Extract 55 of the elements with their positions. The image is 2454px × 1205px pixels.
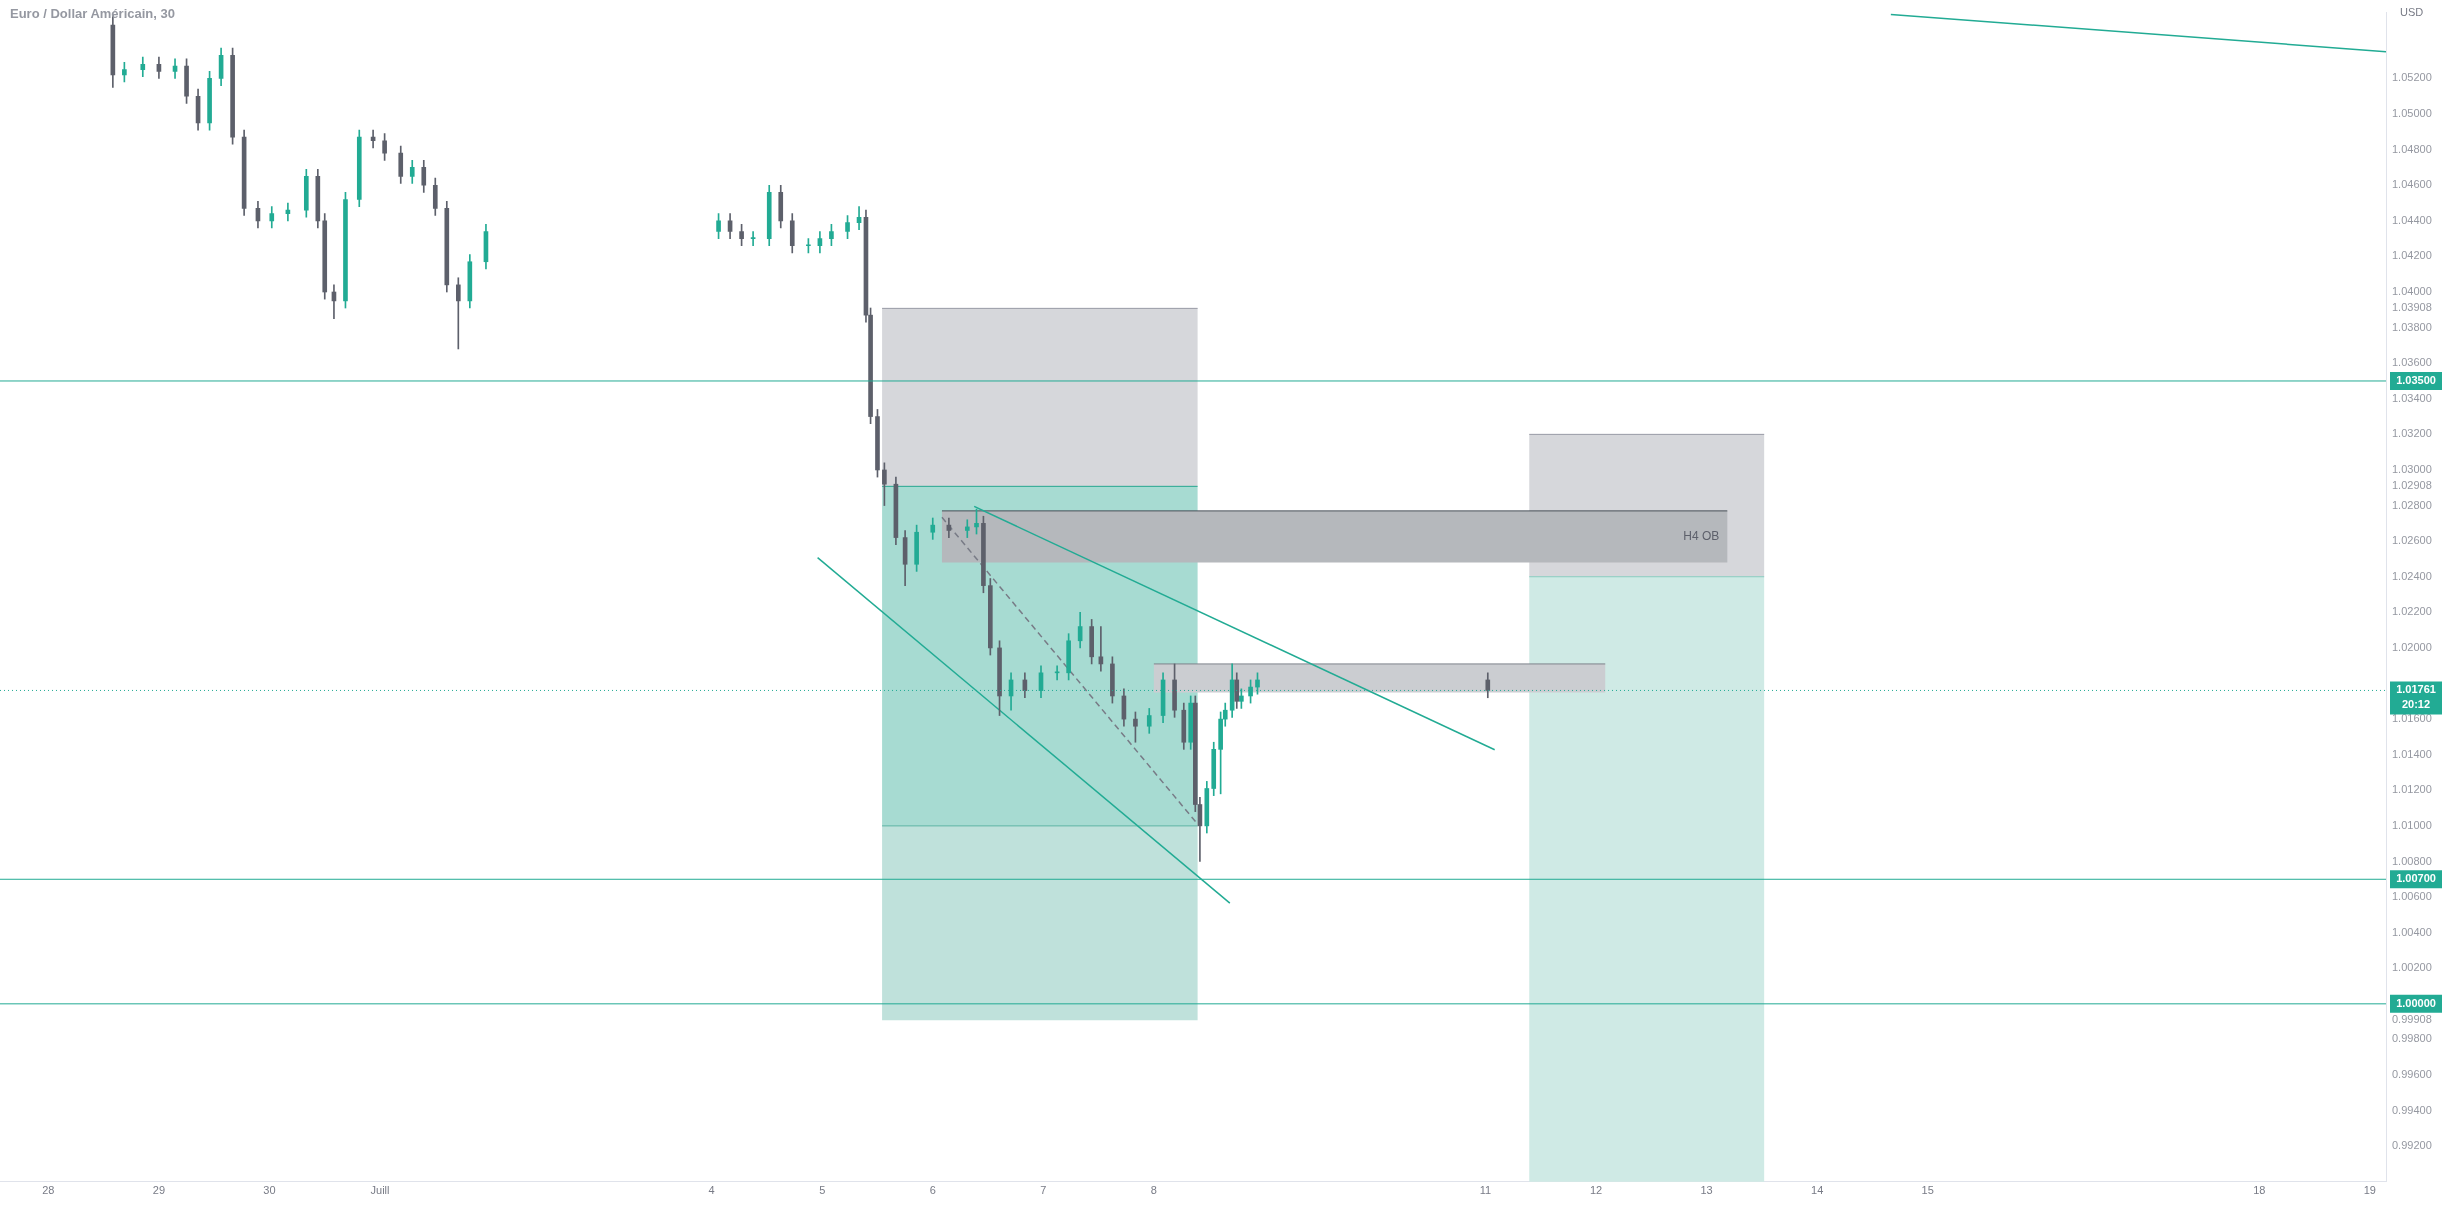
- series-label: H4 OB: [1683, 529, 1720, 544]
- y-tick-label: 1.02400: [2392, 569, 2432, 582]
- ref-line-label: 1.00000: [2396, 996, 2436, 1009]
- y-tick-label: 1.00400: [2392, 925, 2432, 938]
- y-tick-label: 1.02000: [2392, 640, 2432, 653]
- y-tick-label: 1.05000: [2392, 107, 2432, 120]
- x-tick-label: 14: [1811, 1184, 1824, 1197]
- y-tick-label: 1.03800: [2392, 320, 2432, 333]
- x-tick-label: 13: [1700, 1184, 1713, 1197]
- y-tick-label: 1.00800: [2392, 854, 2432, 867]
- ref-line-label: 1.00700: [2396, 872, 2436, 885]
- x-tick-label: Juill: [370, 1184, 390, 1197]
- ref-line-label: 1.03500: [2396, 374, 2436, 387]
- y-tick-label: 1.01000: [2392, 818, 2432, 831]
- y-tick-label: 1.05200: [2392, 71, 2432, 84]
- y-tick-label: 1.01200: [2392, 783, 2432, 796]
- x-tick-label: 5: [819, 1184, 826, 1197]
- y-tick-label: 1.04600: [2392, 178, 2432, 191]
- y-tick-label: 1.03200: [2392, 427, 2432, 440]
- chart-title: Euro / Dollar Américain, 30: [10, 6, 175, 21]
- y-tick-label: 1.02800: [2392, 498, 2432, 511]
- y-tick-label: 1.00200: [2392, 961, 2432, 974]
- y-tick-label: 1.04400: [2392, 213, 2432, 226]
- y-tick-label: 1.01600: [2392, 712, 2432, 725]
- y-tick-label: 1.00600: [2392, 890, 2432, 903]
- x-tick-label: 4: [708, 1184, 715, 1197]
- y-tick-label: 1.03000: [2392, 462, 2432, 475]
- x-tick-label: 29: [152, 1184, 166, 1197]
- y-tick-label: 1.03400: [2392, 391, 2432, 404]
- y-tick-label: 1.02908: [2392, 479, 2432, 492]
- y-tick-label: 1.04800: [2392, 142, 2432, 155]
- x-tick-label: 12: [1589, 1184, 1603, 1197]
- y-tick-label: 0.99800: [2392, 1032, 2432, 1045]
- y-tick-label: 1.03908: [2392, 301, 2432, 314]
- y-tick-label: 1.04000: [2392, 285, 2432, 298]
- y-tick-label: 1.03600: [2392, 356, 2432, 369]
- y-tick-label: 1.02600: [2392, 534, 2432, 547]
- x-tick-label: 18: [2253, 1184, 2266, 1197]
- y-tick-label: 0.99600: [2392, 1068, 2432, 1081]
- y-tick-label: 0.99400: [2392, 1103, 2432, 1116]
- y-axis-title: USD: [2400, 6, 2424, 18]
- y-tick-label: 1.04200: [2392, 249, 2432, 262]
- ref-line-label: 1.01761 20:12: [2396, 683, 2436, 711]
- x-tick-label: 30: [263, 1184, 276, 1197]
- y-tick-label: 0.99908: [2392, 1013, 2432, 1026]
- x-tick-label: 7: [1040, 1184, 1047, 1197]
- x-tick-label: 11: [1479, 1184, 1492, 1197]
- x-tick-label: 19: [2363, 1184, 2376, 1197]
- x-tick-label: 8: [1150, 1184, 1157, 1197]
- x-tick-label: 28: [42, 1184, 55, 1197]
- x-tick-label: 15: [1921, 1184, 1934, 1197]
- y-tick-label: 0.99200: [2392, 1139, 2432, 1152]
- y-tick-label: 1.02200: [2392, 605, 2432, 618]
- y-tick-label: 1.01400: [2392, 747, 2432, 760]
- x-tick-label: 6: [929, 1184, 936, 1197]
